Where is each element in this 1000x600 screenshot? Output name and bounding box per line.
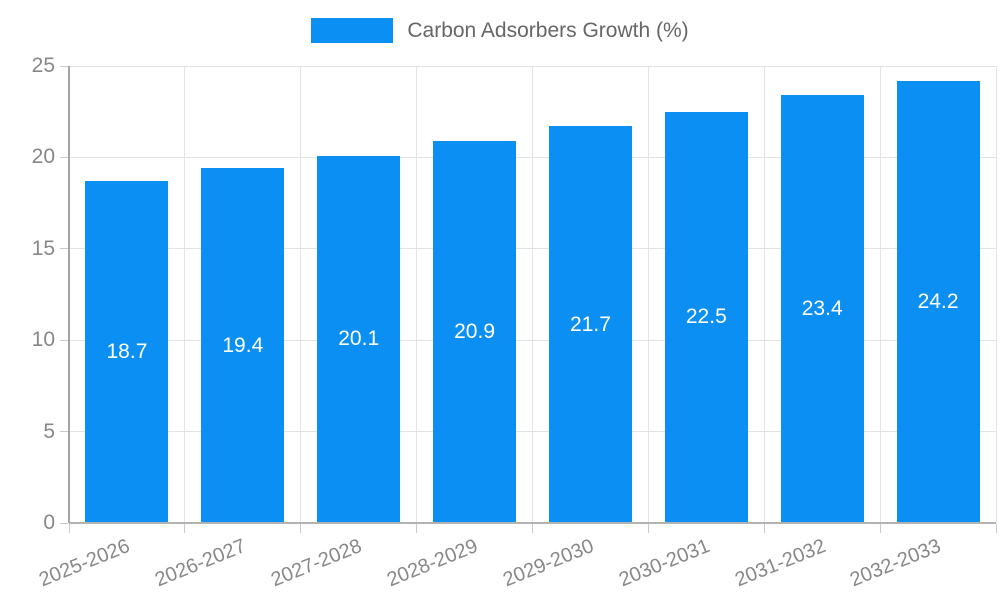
- x-axis-tick: [68, 524, 70, 533]
- x-tick-label: 2026-2027: [152, 535, 250, 592]
- y-axis-tick: [60, 339, 68, 341]
- x-axis-tick: [995, 524, 997, 533]
- bar[interactable]: 23.4: [780, 95, 864, 523]
- y-tick-label: 20: [31, 145, 55, 169]
- legend-swatch-icon: [311, 18, 394, 43]
- bar[interactable]: 18.7: [85, 181, 169, 523]
- bar[interactable]: 20.9: [433, 140, 517, 523]
- x-axis-tick: [532, 524, 533, 533]
- x-tick-label: 2032-2033: [847, 535, 945, 592]
- x-tick-label: 2029-2030: [499, 535, 597, 592]
- y-tick-label: 0: [43, 511, 55, 534]
- x-axis-tick: [763, 524, 765, 533]
- v-gridline: [184, 66, 186, 523]
- bar-value-label: 18.7: [106, 340, 148, 364]
- y-tick-label: 5: [43, 419, 55, 443]
- x-axis-tick: [300, 524, 302, 533]
- y-axis-tick: [60, 248, 68, 250]
- x-tick-label: 2028-2029: [383, 535, 481, 592]
- v-gridline: [300, 66, 302, 523]
- bar-value-label: 20.1: [338, 327, 380, 351]
- y-axis-tick: [60, 522, 68, 524]
- v-gridline: [647, 66, 649, 523]
- legend[interactable]: Carbon Adsorbers Growth (%): [0, 18, 1000, 43]
- y-tick-label: 10: [31, 328, 55, 352]
- bar[interactable]: 22.5: [664, 111, 748, 523]
- v-gridline: [763, 66, 765, 523]
- bar-value-label: 23.4: [801, 297, 843, 321]
- x-axis-tick: [647, 524, 649, 533]
- y-axis-tick: [60, 431, 68, 433]
- v-gridline: [995, 66, 997, 523]
- x-axis-tick: [879, 524, 881, 533]
- v-gridline: [532, 66, 533, 523]
- bar[interactable]: 21.7: [548, 126, 632, 523]
- v-gridline: [879, 66, 881, 523]
- bar[interactable]: 19.4: [201, 168, 285, 523]
- bar-value-label: 22.5: [685, 305, 727, 329]
- x-axis-tick: [184, 524, 186, 533]
- legend-label: Carbon Adsorbers Growth (%): [407, 19, 689, 42]
- v-gridline: [416, 66, 418, 523]
- x-tick-label: 2030-2031: [615, 535, 713, 592]
- x-tick-label: 2025-2026: [36, 535, 134, 592]
- y-axis-line: [68, 66, 70, 523]
- x-tick-label: 2027-2028: [267, 535, 365, 592]
- y-axis-tick: [60, 156, 68, 158]
- bar-value-label: 21.7: [570, 312, 611, 336]
- x-axis-tick: [416, 524, 418, 533]
- bar-value-label: 19.4: [222, 333, 264, 357]
- y-tick-label: 15: [31, 236, 55, 260]
- plot-area: 0 5 10 15 20 25 18.7 19.4 20.1 20.9 21.7 22.5 23.4 24…: [32, 54, 997, 591]
- bar-value-label: 20.9: [454, 319, 495, 343]
- y-tick-label: 25: [31, 54, 55, 77]
- bar[interactable]: 24.2: [896, 80, 980, 523]
- y-axis-tick: [60, 65, 68, 67]
- bar-value-label: 24.2: [917, 289, 959, 313]
- x-tick-label: 2031-2032: [731, 535, 829, 592]
- bar[interactable]: 20.1: [317, 155, 401, 523]
- x-axis-line: [69, 522, 996, 524]
